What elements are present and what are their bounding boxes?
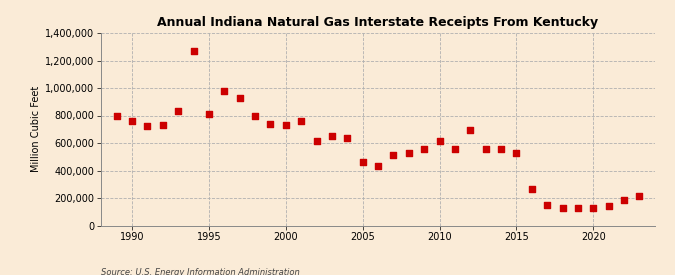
Point — [250, 113, 261, 118]
Point — [342, 135, 352, 140]
Point — [188, 49, 199, 53]
Point — [450, 146, 460, 151]
Point — [572, 205, 583, 210]
Point — [588, 205, 599, 210]
Point — [404, 150, 414, 155]
Point — [311, 139, 322, 143]
Point — [511, 151, 522, 155]
Text: Source: U.S. Energy Information Administration: Source: U.S. Energy Information Administ… — [101, 268, 300, 275]
Point — [357, 159, 368, 164]
Point — [480, 146, 491, 151]
Point — [495, 147, 506, 151]
Point — [618, 198, 629, 202]
Point — [603, 203, 614, 208]
Point — [634, 194, 645, 198]
Point — [557, 206, 568, 211]
Point — [465, 128, 476, 132]
Point — [142, 124, 153, 128]
Point — [434, 139, 445, 143]
Point — [296, 119, 306, 123]
Point — [157, 123, 168, 127]
Point — [127, 119, 138, 123]
Point — [373, 164, 383, 169]
Point — [111, 113, 122, 118]
Point — [418, 147, 429, 151]
Y-axis label: Million Cubic Feet: Million Cubic Feet — [31, 86, 41, 172]
Point — [203, 112, 214, 116]
Point — [542, 203, 553, 207]
Point — [280, 123, 291, 127]
Title: Annual Indiana Natural Gas Interstate Receipts From Kentucky: Annual Indiana Natural Gas Interstate Re… — [157, 16, 599, 29]
Point — [265, 122, 276, 126]
Point — [327, 134, 338, 138]
Point — [219, 89, 230, 94]
Point — [388, 153, 399, 158]
Point — [234, 95, 245, 100]
Point — [526, 187, 537, 191]
Point — [173, 108, 184, 113]
